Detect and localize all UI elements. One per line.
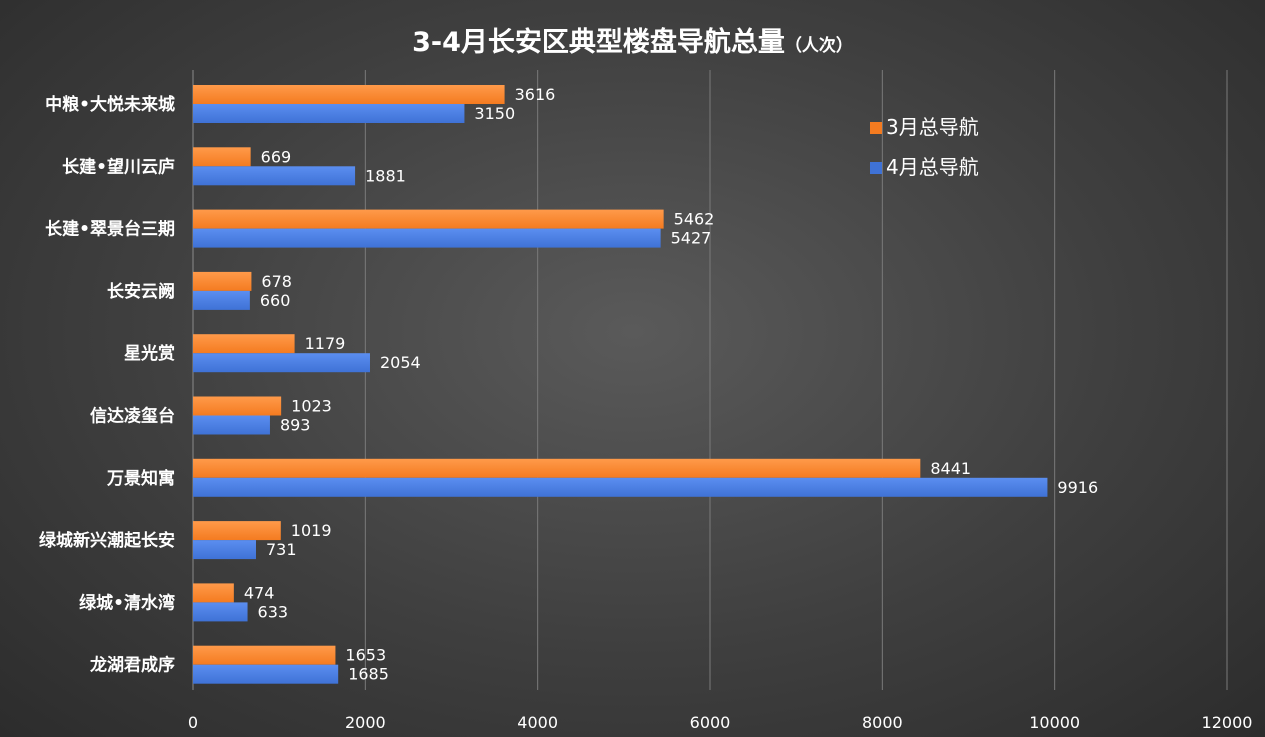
category-label: 龙湖君成序 xyxy=(89,655,175,676)
bar-april xyxy=(193,353,370,373)
data-label: 3150 xyxy=(474,104,515,123)
data-label: 1653 xyxy=(345,646,386,665)
data-label: 5462 xyxy=(674,210,715,229)
category-label: 星光赏 xyxy=(124,343,175,364)
bar-april xyxy=(193,664,339,684)
category-label: 长建•望川云庐 xyxy=(62,156,175,177)
data-label: 8441 xyxy=(930,459,971,478)
chart-title-unit: （人次） xyxy=(784,36,853,56)
bar-march xyxy=(193,458,921,478)
legend-swatch-march xyxy=(870,122,882,134)
bar-march xyxy=(193,209,664,229)
bar-march xyxy=(193,396,282,416)
data-label: 731 xyxy=(266,540,297,559)
bar-april xyxy=(193,228,661,248)
bar-april xyxy=(193,290,250,310)
gridlines xyxy=(192,70,1228,690)
legend-label: 4月总导航 xyxy=(886,155,979,179)
x-tick-label: 10000 xyxy=(1029,713,1080,732)
bar-march xyxy=(193,85,505,104)
x-tick-label: 8000 xyxy=(862,713,903,732)
bar-march xyxy=(193,271,252,291)
bar-march xyxy=(193,521,281,541)
category-label: 绿城•清水湾 xyxy=(79,592,175,613)
bar-april xyxy=(193,540,256,560)
data-label: 3616 xyxy=(515,85,556,104)
category-label: 中粮•大悦未来城 xyxy=(45,94,175,115)
bar-march xyxy=(193,583,234,603)
bar-april xyxy=(193,415,270,435)
data-label: 669 xyxy=(261,147,292,166)
bar-march xyxy=(193,645,336,665)
data-label: 1881 xyxy=(365,166,406,185)
category-labels: 中粮•大悦未来城长建•望川云庐长建•翠景台三期长安云阙星光赏信达凌玺台万景知寓绿… xyxy=(39,94,175,676)
category-label: 绿城新兴潮起长安 xyxy=(39,530,175,551)
legend: 3月总导航 4月总导航 xyxy=(870,115,979,179)
x-tick-label: 2000 xyxy=(345,713,386,732)
data-label: 678 xyxy=(261,272,292,291)
data-label: 1023 xyxy=(291,397,332,416)
bars xyxy=(193,85,1048,684)
bar-april xyxy=(193,602,248,622)
data-label: 633 xyxy=(258,602,289,621)
x-tick-label: 6000 xyxy=(690,713,731,732)
bar-march xyxy=(193,147,251,167)
bar-april xyxy=(193,166,356,186)
data-label: 893 xyxy=(280,416,311,435)
bar-april xyxy=(193,104,465,123)
category-label: 长建•翠景台三期 xyxy=(45,219,175,240)
data-label: 474 xyxy=(244,583,275,602)
chart-title-text: 3-4月长安区典型楼盘导航总量 xyxy=(412,27,785,58)
chart-title: 3-4月长安区典型楼盘导航总量（人次） xyxy=(0,20,1265,59)
x-tick-label: 12000 xyxy=(1202,713,1253,732)
legend-label: 3月总导航 xyxy=(886,115,979,139)
category-label: 信达凌玺台 xyxy=(90,406,175,427)
data-label: 1019 xyxy=(291,521,332,540)
bar-april xyxy=(193,477,1048,497)
data-label: 1179 xyxy=(305,334,346,353)
data-label: 660 xyxy=(260,291,291,310)
data-label: 9916 xyxy=(1057,478,1098,497)
category-label: 万景知寓 xyxy=(106,468,175,489)
data-label: 5427 xyxy=(671,229,712,248)
data-label: 2054 xyxy=(380,353,421,372)
x-tick-label: 4000 xyxy=(517,713,558,732)
data-label: 1685 xyxy=(348,665,389,684)
x-tick-label: 0 xyxy=(188,713,198,732)
x-axis-ticks: 0 2000 4000 6000 8000 10000 12000 xyxy=(188,713,1253,732)
category-label: 长安云阙 xyxy=(107,281,175,302)
legend-swatch-april xyxy=(870,162,882,174)
bar-march xyxy=(193,334,295,354)
